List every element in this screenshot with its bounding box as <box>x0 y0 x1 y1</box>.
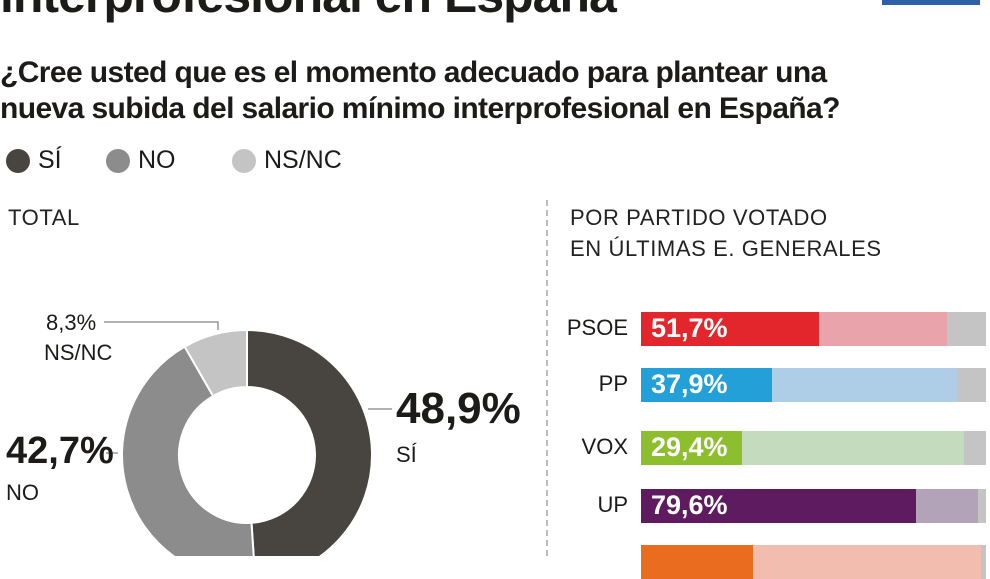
donut-slice-0 <box>246 328 373 556</box>
legend-item-nsnc: NS/NC <box>232 146 342 175</box>
bar-segment-no <box>915 489 978 523</box>
question-line-1: ¿Cree usted que es el momento adecuado p… <box>0 56 827 89</box>
si-value: 48,9% <box>396 384 521 433</box>
legend-dot-icon <box>6 148 30 173</box>
party-label: PP <box>598 371 628 396</box>
bar-value-label: 51,7% <box>651 313 728 343</box>
bar-segment-no <box>771 368 959 402</box>
nsnc-value: 8,3% <box>46 310 97 335</box>
bar-value-label: 29,4% <box>651 432 728 462</box>
donut-chart <box>104 321 392 556</box>
party-bar: 51,7% <box>641 312 986 346</box>
party-bar: 79,6% <box>641 489 986 523</box>
bar-segment-no <box>753 545 981 579</box>
legend-dot-icon <box>232 148 256 173</box>
party-label: VOX <box>581 434 628 459</box>
party-label: PSOE <box>566 315 628 340</box>
legend-item-no: NO <box>106 146 176 175</box>
bar-value-label: 37,9% <box>651 369 728 399</box>
nsnc-leader-line <box>104 321 219 330</box>
no-label: NO <box>6 480 39 505</box>
bar-segment-si <box>641 431 743 465</box>
bar-value-label: 79,6% <box>651 490 728 520</box>
legend-label: NO <box>138 146 176 174</box>
bar-segment-si <box>641 312 820 346</box>
legend-dot-icon <box>106 148 130 173</box>
divider <box>546 200 548 556</box>
legend-label: NS/NC <box>264 146 342 174</box>
bar-segment-si <box>641 368 772 402</box>
party-heading-line-2: EN ÚLTIMAS E. GENERALES <box>570 236 882 261</box>
donut-slice-2 <box>183 328 248 398</box>
party-bar: 37,9% <box>641 368 986 402</box>
legend-label: SÍ <box>38 146 62 174</box>
party-label: UP <box>597 492 628 517</box>
bar-segment-no <box>742 431 964 465</box>
bar-segment-si <box>641 489 916 523</box>
total-heading: TOTAL <box>8 205 80 230</box>
party-heading-line-1: POR PARTIDO VOTADO <box>570 205 828 230</box>
party-bar: 29,4% <box>641 431 986 465</box>
logo-box <box>882 0 980 5</box>
page-title: interprofesional en España <box>0 0 617 24</box>
bar-segment-si <box>641 545 754 579</box>
legend-item-si: SÍ <box>6 146 62 175</box>
si-label: SÍ <box>396 442 417 467</box>
donut-slice-1 <box>121 345 255 556</box>
question-line-2: nueva subida del salario mínimo interpro… <box>0 92 840 125</box>
bar-segment-no <box>819 312 947 346</box>
party-bar <box>641 545 986 579</box>
no-value: 42,7% <box>6 430 114 472</box>
nsnc-label: NS/NC <box>44 340 113 365</box>
